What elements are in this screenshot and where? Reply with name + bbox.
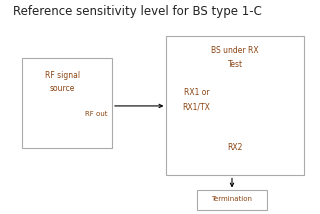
Bar bbox=[197, 190, 267, 210]
Text: Termination: Termination bbox=[212, 196, 252, 202]
Text: RX1/TX: RX1/TX bbox=[183, 103, 211, 112]
Text: Reference sensitivity level for BS type 1-C: Reference sensitivity level for BS type … bbox=[13, 5, 262, 18]
Bar bbox=[166, 36, 304, 175]
Text: Test: Test bbox=[228, 60, 243, 69]
Text: RX1 or: RX1 or bbox=[184, 88, 210, 97]
Text: BS under RX: BS under RX bbox=[212, 46, 259, 55]
Text: RX2: RX2 bbox=[228, 143, 243, 152]
Text: source: source bbox=[50, 84, 76, 93]
Text: RF signal: RF signal bbox=[45, 71, 80, 80]
Text: RF out: RF out bbox=[84, 110, 107, 116]
Bar bbox=[22, 58, 112, 148]
